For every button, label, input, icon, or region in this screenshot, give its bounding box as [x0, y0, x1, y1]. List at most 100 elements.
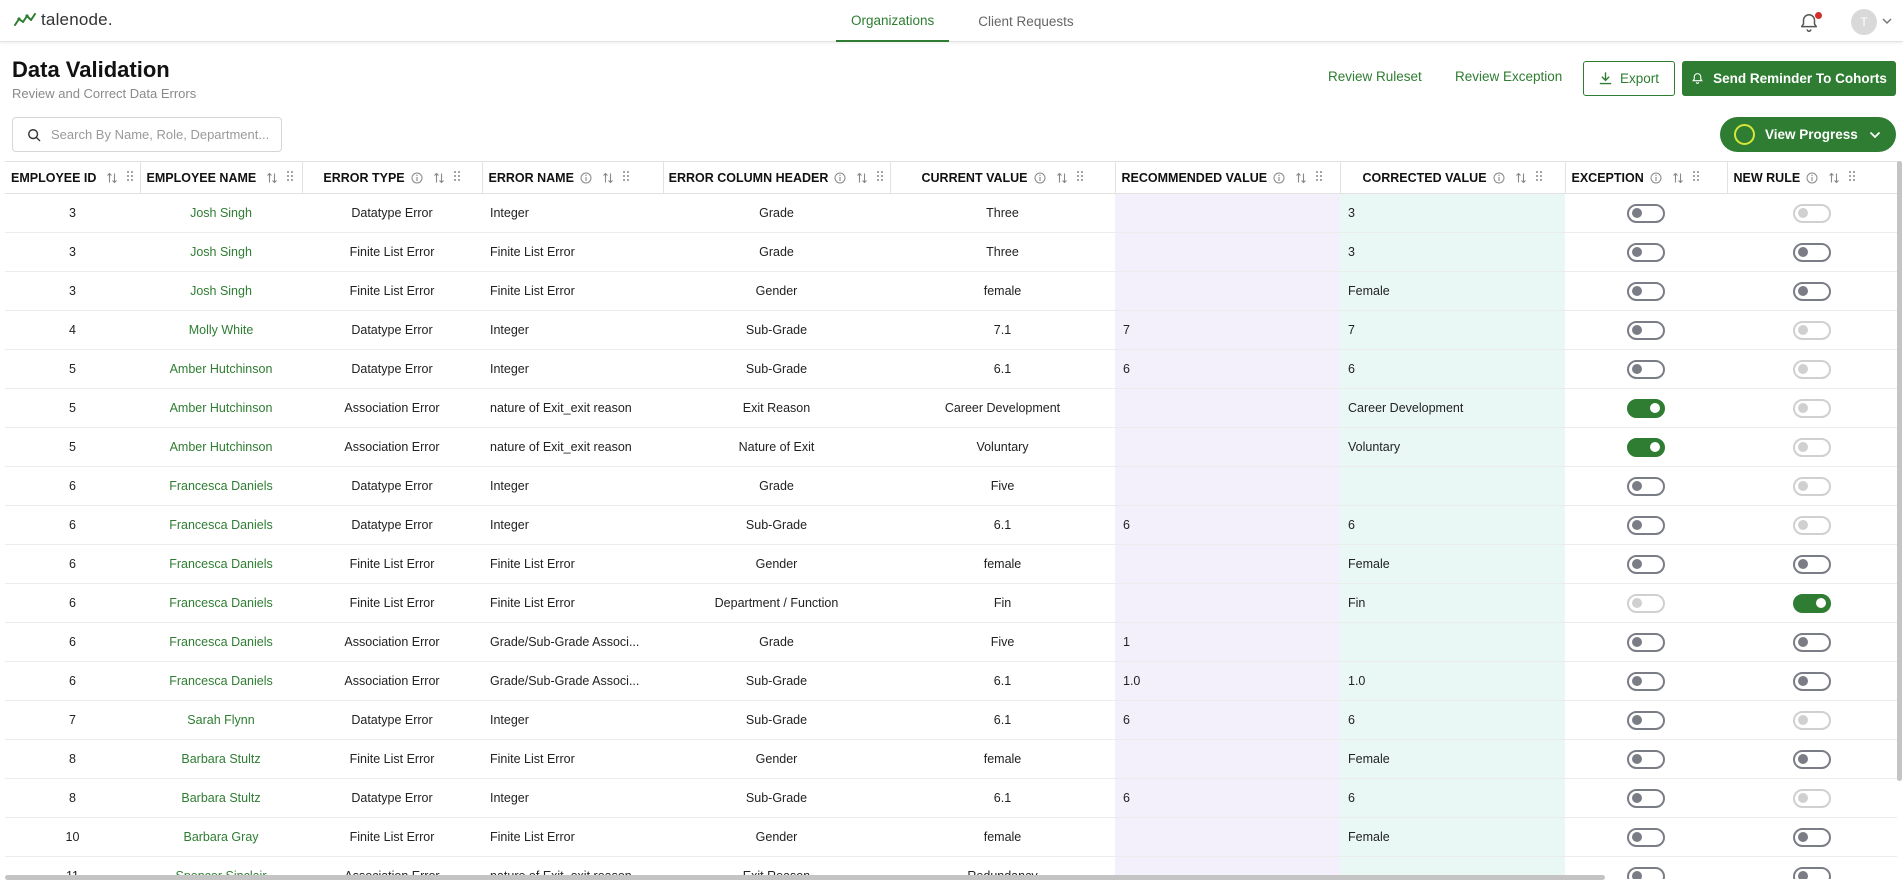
drag-handle-icon[interactable] [453, 170, 461, 185]
info-icon[interactable] [1273, 172, 1285, 184]
drag-handle-icon[interactable] [286, 170, 294, 185]
sort-icon[interactable] [1828, 172, 1840, 184]
horizontal-scrollbar[interactable] [5, 875, 1605, 880]
sort-icon[interactable] [1515, 172, 1527, 184]
exception-toggle[interactable] [1627, 398, 1665, 418]
sort-icon[interactable] [1056, 172, 1068, 184]
chevron-down-icon[interactable] [1880, 14, 1894, 28]
info-icon[interactable] [834, 172, 846, 184]
exception-toggle[interactable] [1627, 476, 1665, 496]
employee-name-link[interactable]: Barbara Stultz [140, 778, 302, 818]
review-exception-button[interactable]: Review Exception [1455, 69, 1563, 84]
exception-toggle[interactable] [1627, 671, 1665, 691]
info-icon[interactable] [1034, 172, 1046, 184]
corrected-value-cell[interactable]: Female [1340, 544, 1565, 584]
drag-handle-icon[interactable] [1848, 170, 1856, 185]
employee-name-link[interactable]: Barbara Gray [140, 817, 302, 857]
employee-name-link[interactable]: Francesca Daniels [140, 466, 302, 506]
corrected-value-cell[interactable]: 6 [1340, 349, 1565, 389]
column-header-error-column-header[interactable]: ERROR COLUMN HEADER [663, 161, 891, 194]
column-header-error-name[interactable]: ERROR NAME [482, 161, 664, 194]
info-icon[interactable] [1650, 172, 1662, 184]
employee-name-link[interactable]: Josh Singh [140, 271, 302, 311]
exception-toggle[interactable] [1627, 359, 1665, 379]
corrected-value-cell[interactable] [1340, 856, 1565, 879]
sort-icon[interactable] [266, 172, 278, 184]
corrected-value-cell[interactable]: 6 [1340, 505, 1565, 545]
exception-toggle[interactable] [1627, 515, 1665, 535]
search-input[interactable] [51, 127, 271, 142]
new-rule-toggle[interactable] [1793, 203, 1831, 223]
corrected-value-cell[interactable] [1340, 466, 1565, 506]
new-rule-toggle[interactable] [1793, 554, 1831, 574]
sort-icon[interactable] [433, 172, 445, 184]
sort-icon[interactable] [856, 172, 868, 184]
new-rule-toggle[interactable] [1793, 866, 1831, 879]
sort-icon[interactable] [1672, 172, 1684, 184]
employee-name-link[interactable]: Amber Hutchinson [140, 349, 302, 389]
exception-toggle[interactable] [1627, 554, 1665, 574]
drag-handle-icon[interactable] [622, 170, 630, 185]
employee-name-link[interactable]: Molly White [140, 310, 302, 350]
new-rule-toggle[interactable] [1793, 281, 1831, 301]
send-reminder-button[interactable]: Send Reminder To Cohorts [1682, 61, 1896, 96]
corrected-value-cell[interactable]: 7 [1340, 310, 1565, 350]
employee-name-link[interactable]: Francesca Daniels [140, 544, 302, 584]
exception-toggle[interactable] [1627, 437, 1665, 457]
column-header-corrected-value[interactable]: CORRECTED VALUE [1340, 161, 1566, 194]
exception-toggle[interactable] [1627, 593, 1665, 613]
exception-toggle[interactable] [1627, 203, 1665, 223]
tab-organizations[interactable]: Organizations [836, 0, 950, 42]
column-header-error-type[interactable]: ERROR TYPE [302, 161, 483, 194]
new-rule-toggle[interactable] [1793, 671, 1831, 691]
new-rule-toggle[interactable] [1793, 320, 1831, 340]
employee-name-link[interactable]: Barbara Stultz [140, 739, 302, 779]
avatar[interactable]: T [1851, 9, 1877, 35]
new-rule-toggle[interactable] [1793, 788, 1831, 808]
employee-name-link[interactable]: Amber Hutchinson [140, 427, 302, 467]
new-rule-toggle[interactable] [1793, 632, 1831, 652]
view-progress-button[interactable]: View Progress [1720, 117, 1896, 152]
new-rule-toggle[interactable] [1793, 242, 1831, 262]
column-header-exception[interactable]: EXCEPTION [1565, 161, 1728, 194]
column-header-employee-id[interactable]: EMPLOYEE ID [5, 161, 141, 194]
new-rule-toggle[interactable] [1793, 515, 1831, 535]
column-header-current-value[interactable]: CURRENT VALUE [890, 161, 1116, 194]
review-ruleset-button[interactable]: Review Ruleset [1328, 69, 1422, 84]
new-rule-toggle[interactable] [1793, 398, 1831, 418]
employee-name-link[interactable]: Amber Hutchinson [140, 388, 302, 428]
drag-handle-icon[interactable] [1315, 170, 1323, 185]
corrected-value-cell[interactable]: 1.0 [1340, 661, 1565, 701]
column-header-new-rule[interactable]: NEW RULE [1727, 161, 1898, 194]
employee-name-link[interactable]: Francesca Daniels [140, 583, 302, 623]
sort-icon[interactable] [106, 172, 118, 184]
drag-handle-icon[interactable] [1692, 170, 1700, 185]
sort-icon[interactable] [1295, 172, 1307, 184]
info-icon[interactable] [1493, 172, 1505, 184]
corrected-value-cell[interactable]: Female [1340, 739, 1565, 779]
new-rule-toggle[interactable] [1793, 710, 1831, 730]
tab-client-requests[interactable]: Client Requests [978, 13, 1074, 29]
column-header-employee-name[interactable]: EMPLOYEE NAME [140, 161, 303, 194]
exception-toggle[interactable] [1627, 281, 1665, 301]
corrected-value-cell[interactable]: 3 [1340, 232, 1565, 272]
new-rule-toggle[interactable] [1793, 476, 1831, 496]
exception-toggle[interactable] [1627, 320, 1665, 340]
export-button[interactable]: Export [1583, 61, 1675, 96]
employee-name-link[interactable]: Francesca Daniels [140, 661, 302, 701]
info-icon[interactable] [1806, 172, 1818, 184]
corrected-value-cell[interactable]: Female [1340, 817, 1565, 857]
drag-handle-icon[interactable] [1076, 170, 1084, 185]
corrected-value-cell[interactable]: Fin [1340, 583, 1565, 623]
exception-toggle[interactable] [1627, 866, 1665, 879]
employee-name-link[interactable]: Sarah Flynn [140, 700, 302, 740]
corrected-value-cell[interactable]: Voluntary [1340, 427, 1565, 467]
new-rule-toggle[interactable] [1793, 827, 1831, 847]
info-icon[interactable] [580, 172, 592, 184]
exception-toggle[interactable] [1627, 827, 1665, 847]
sort-icon[interactable] [602, 172, 614, 184]
exception-toggle[interactable] [1627, 632, 1665, 652]
employee-name-link[interactable]: Josh Singh [140, 193, 302, 233]
employee-name-link[interactable]: Spencer Sinclair [140, 856, 302, 879]
drag-handle-icon[interactable] [876, 170, 884, 185]
